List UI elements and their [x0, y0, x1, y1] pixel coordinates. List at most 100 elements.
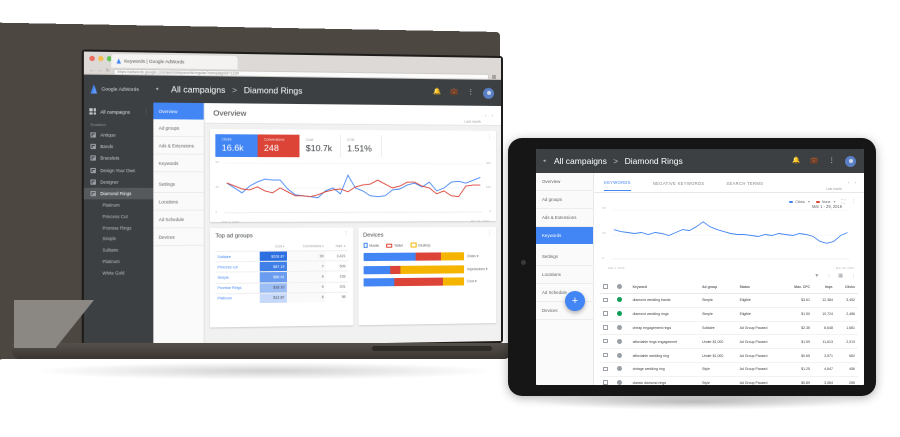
back-icon[interactable]: ←	[89, 67, 95, 73]
row-checkbox[interactable]	[603, 380, 608, 385]
window-controls[interactable]	[89, 55, 113, 62]
expand-chart-icon[interactable]: ⛶	[841, 198, 845, 205]
column-header[interactable]: Status	[736, 282, 784, 294]
table-row[interactable]: affordable rings engagement Under $1,000 A…	[600, 334, 858, 350]
row-checkbox-cell[interactable]	[600, 307, 615, 322]
row-checkbox-cell[interactable]	[600, 321, 615, 336]
metric-card-ctr[interactable]: CTR 1.51%	[340, 134, 383, 158]
bar-label[interactable]: Clicks ▾	[467, 254, 479, 259]
tab-ad-schedule[interactable]: Ad Schedule	[153, 210, 204, 229]
status-dot-cell[interactable]	[614, 348, 630, 363]
columns-icon[interactable]: ▦	[838, 273, 843, 279]
row-checkbox[interactable]	[603, 311, 608, 316]
sidebar-adgroup-platinum[interactable]: Platinum	[102, 258, 120, 265]
breadcrumb-root[interactable]: All campaigns	[554, 156, 607, 166]
row-checkbox-cell[interactable]	[600, 362, 615, 377]
adgroup-name[interactable]: Princess cut	[215, 261, 260, 273]
date-range-picker[interactable]: Last month Mar 1 - 29, 2016	[812, 177, 842, 213]
gear-icon[interactable]	[617, 297, 623, 303]
sidebar-adgroup-simple[interactable]: Simple	[102, 236, 117, 242]
row-checkbox[interactable]	[603, 297, 608, 303]
adgroup-cell[interactable]: Style	[699, 362, 737, 377]
adgroup-name[interactable]: Platinum	[215, 293, 260, 304]
row-checkbox[interactable]	[603, 338, 608, 344]
metric-card-cost[interactable]: Cost $10.7k	[299, 134, 341, 158]
metric-card-clicks[interactable]: Clicks 16.6k	[215, 134, 258, 158]
adgroup-cell[interactable]: Under $1,000	[699, 334, 737, 350]
tablet-nav-locations[interactable]: Locations	[536, 266, 593, 284]
chevron-down-icon[interactable]: ▾	[833, 199, 836, 204]
table-row[interactable]: vintage wedding ring Style Ad Group Paused…	[600, 362, 858, 377]
column-header[interactable]: Clicks	[835, 282, 858, 294]
sidebar-adgroup-princess-cut[interactable]: Princess Cut	[102, 213, 128, 220]
status-dot-cell[interactable]	[614, 293, 630, 308]
row-checkbox-cell[interactable]	[600, 334, 615, 350]
table-row[interactable]: cheap engagement rings Solitaire Ad Group …	[600, 321, 858, 336]
kebab-icon[interactable]: ⋮	[343, 230, 349, 237]
sidebar-item-antique[interactable]: Antique	[84, 129, 153, 141]
status-dot-cell[interactable]	[614, 321, 630, 336]
table-row[interactable]: diamond wedding bands Simple Eligible $3.61…	[600, 293, 858, 308]
row-checkbox[interactable]	[603, 325, 608, 330]
briefcase-icon[interactable]: 💼	[450, 88, 459, 96]
row-checkbox-cell[interactable]	[600, 376, 615, 385]
sidebar-adgroup-solitaire[interactable]: Solitaire	[102, 247, 119, 253]
reload-icon[interactable]: ↻	[105, 67, 110, 74]
tab-overview[interactable]: Overview	[153, 102, 204, 120]
filter-icon[interactable]: ▼	[814, 273, 820, 279]
metric-selector-none[interactable]: None ▾	[815, 199, 836, 204]
close-icon[interactable]	[89, 55, 95, 62]
column-header[interactable]: Impr.	[812, 282, 836, 294]
tab-locations[interactable]: Locations	[153, 193, 204, 211]
kebab-icon[interactable]: ⋮	[828, 156, 836, 164]
tab-search-terms[interactable]: SEARCH TERMS	[726, 180, 764, 186]
gear-icon[interactable]	[617, 380, 623, 385]
sidebar-adgroup-platinum[interactable]: Platinum	[102, 202, 120, 208]
bell-icon[interactable]: 🔔	[792, 156, 801, 164]
gear-icon[interactable]	[617, 338, 623, 344]
adgroup-cell[interactable]: Simple	[699, 293, 737, 308]
tablet-nav-overview[interactable]: Overview	[536, 173, 593, 191]
avatar[interactable]	[845, 155, 856, 167]
tablet-nav-ad-schedule[interactable]: Ad Schedule	[536, 284, 593, 302]
tab-ads-extensions[interactable]: Ads & Extensions	[153, 136, 204, 155]
collapse-nav-icon[interactable]: ◂	[155, 85, 159, 93]
sidebar-all-campaigns[interactable]: All campaigns ⋮	[84, 104, 153, 119]
adgroup-cell[interactable]: Simple	[699, 307, 737, 322]
select-all-checkbox[interactable]	[603, 284, 608, 289]
kebab-icon[interactable]: ⋮	[851, 273, 856, 279]
date-range-arrows[interactable]: ‹ ›	[848, 180, 858, 185]
select-all-header[interactable]	[600, 282, 615, 294]
adgroup-name[interactable]: Promise Rings	[215, 282, 260, 294]
table-row[interactable]: diamond wedding rings Simple Eligible $1.50…	[600, 307, 858, 322]
kebab-icon[interactable]: ⋮	[851, 198, 856, 205]
sidebar-item-bracelets[interactable]: Bracelets	[84, 153, 153, 165]
tablet-nav-settings[interactable]: Settings	[536, 248, 593, 266]
adgroup-cell[interactable]: Solitaire	[699, 321, 737, 336]
column-header[interactable]: Cost ▾	[275, 244, 285, 249]
kebab-icon[interactable]: ⋮	[467, 88, 475, 96]
add-keyword-fab[interactable]: +	[565, 291, 585, 311]
gear-icon[interactable]	[617, 311, 623, 317]
gear-icon[interactable]	[617, 366, 623, 372]
tab-ad-groups[interactable]: Ad groups	[153, 119, 204, 138]
sidebar-item-design-your-own[interactable]: Design Your Own	[84, 164, 153, 176]
bell-icon[interactable]: 🔔	[433, 87, 442, 96]
browser-menu-icon[interactable]	[492, 74, 497, 79]
tab-keywords[interactable]: KEYWORDS	[604, 174, 631, 191]
adgroup-cell[interactable]: Style	[699, 376, 737, 385]
row-checkbox[interactable]	[603, 352, 608, 358]
adgroup-name[interactable]: Simple	[215, 272, 260, 284]
sidebar-adgroup-white-gold[interactable]: White Gold	[102, 270, 125, 276]
brand[interactable]: Google AdWords	[84, 84, 153, 94]
adgroup-name[interactable]: Solitaire	[215, 251, 260, 262]
gear-icon[interactable]	[617, 324, 623, 330]
status-dot-cell[interactable]	[614, 376, 630, 385]
tablet-nav-devices[interactable]: Devices	[536, 302, 593, 320]
status-dot-cell[interactable]	[614, 307, 630, 322]
kebab-icon[interactable]: ⋮	[487, 133, 493, 140]
status-dot-cell[interactable]	[614, 334, 630, 350]
forward-icon[interactable]: →	[97, 67, 103, 74]
tablet-nav-ad-groups[interactable]: Ad groups	[536, 191, 593, 209]
table-row[interactable]: classic diamond rings Style Ad Group Pause…	[600, 376, 858, 385]
